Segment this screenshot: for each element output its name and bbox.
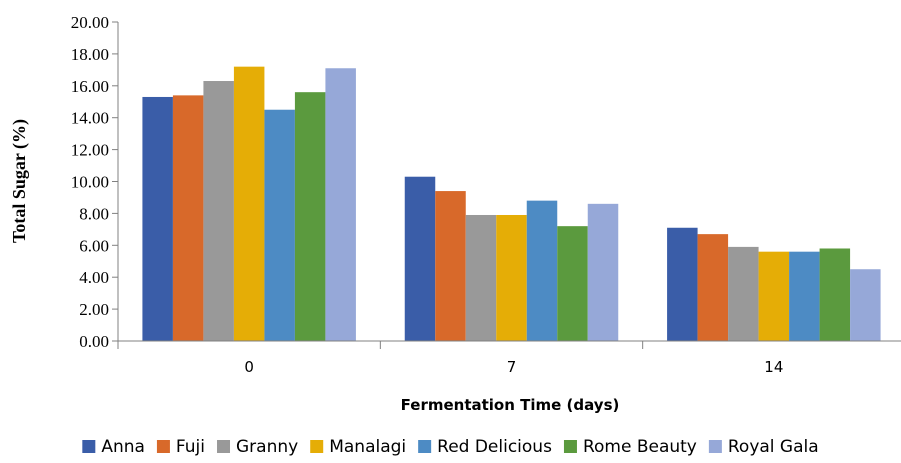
bar bbox=[435, 191, 466, 341]
legend-swatch bbox=[82, 440, 96, 453]
x-tick-label: 7 bbox=[507, 358, 517, 376]
legend-label: Red Delicious bbox=[437, 437, 552, 457]
bar bbox=[789, 251, 820, 341]
legend-label: Anna bbox=[101, 437, 145, 457]
legend-item: Manalagi bbox=[310, 437, 406, 457]
legend-label: Granny bbox=[236, 437, 298, 457]
bar bbox=[203, 81, 234, 341]
bars-group bbox=[142, 66, 881, 342]
bar bbox=[496, 214, 527, 341]
y-tick-label: 12.00 bbox=[71, 141, 109, 160]
legend-item: Royal Gala bbox=[708, 437, 819, 457]
bar bbox=[325, 68, 356, 341]
y-tick-label: 0.00 bbox=[79, 332, 109, 351]
legend-label: Rome Beauty bbox=[583, 437, 697, 457]
bar bbox=[465, 214, 497, 341]
legend-item: Rome Beauty bbox=[563, 437, 697, 457]
bar bbox=[667, 227, 698, 341]
y-tick-label: 10.00 bbox=[71, 173, 109, 192]
legend-swatch bbox=[418, 440, 432, 453]
bar bbox=[233, 66, 265, 341]
bar bbox=[557, 226, 588, 341]
y-tick-label: 4.00 bbox=[79, 268, 109, 287]
y-axis-label: Total Sugar (%) bbox=[9, 119, 30, 243]
legend-item: Fuji bbox=[156, 437, 205, 457]
y-tick-label: 6.00 bbox=[79, 236, 109, 255]
legend-swatch bbox=[310, 440, 324, 453]
bar bbox=[294, 92, 326, 342]
legend-swatch bbox=[708, 440, 722, 453]
bar bbox=[697, 234, 729, 341]
bar bbox=[850, 269, 881, 341]
legend-swatch bbox=[156, 440, 170, 453]
bar bbox=[728, 246, 759, 341]
bar bbox=[526, 200, 558, 341]
legend-item: Granny bbox=[217, 437, 298, 457]
y-tick-label: 2.00 bbox=[79, 300, 109, 319]
bar bbox=[264, 109, 295, 341]
y-tick-label: 16.00 bbox=[71, 77, 109, 96]
y-tick-label: 18.00 bbox=[71, 45, 109, 64]
x-tick-label: 0 bbox=[244, 358, 254, 376]
bar bbox=[404, 176, 436, 341]
legend-item: Anna bbox=[82, 437, 145, 457]
x-tick-label: 14 bbox=[764, 358, 783, 376]
bar bbox=[819, 248, 851, 341]
legend-label: Royal Gala bbox=[728, 437, 819, 457]
y-axis: 0.00 2.00 4.00 6.00 8.00 10.00 12.00 14.00 16.00… bbox=[71, 13, 119, 351]
legend-item: Red Delicious bbox=[418, 437, 552, 457]
y-tick-label: 14.00 bbox=[71, 109, 109, 128]
legend-swatch bbox=[563, 440, 577, 453]
legend-swatch bbox=[217, 440, 231, 453]
y-tick-label: 20.00 bbox=[71, 13, 109, 32]
legend: Anna Fuji Granny Manalagi Red Delicious Rome … bbox=[82, 437, 819, 457]
y-tick-label: 8.00 bbox=[79, 204, 109, 223]
bar bbox=[172, 95, 204, 342]
bar bbox=[587, 203, 619, 341]
bar bbox=[758, 251, 790, 341]
bar bbox=[142, 96, 173, 341]
x-axis: 0 7 14 bbox=[117, 340, 901, 376]
legend-label: Manalagi bbox=[329, 437, 406, 457]
x-axis-label: Fermentation Time (days) bbox=[401, 396, 620, 414]
legend-label: Fuji bbox=[176, 437, 205, 457]
